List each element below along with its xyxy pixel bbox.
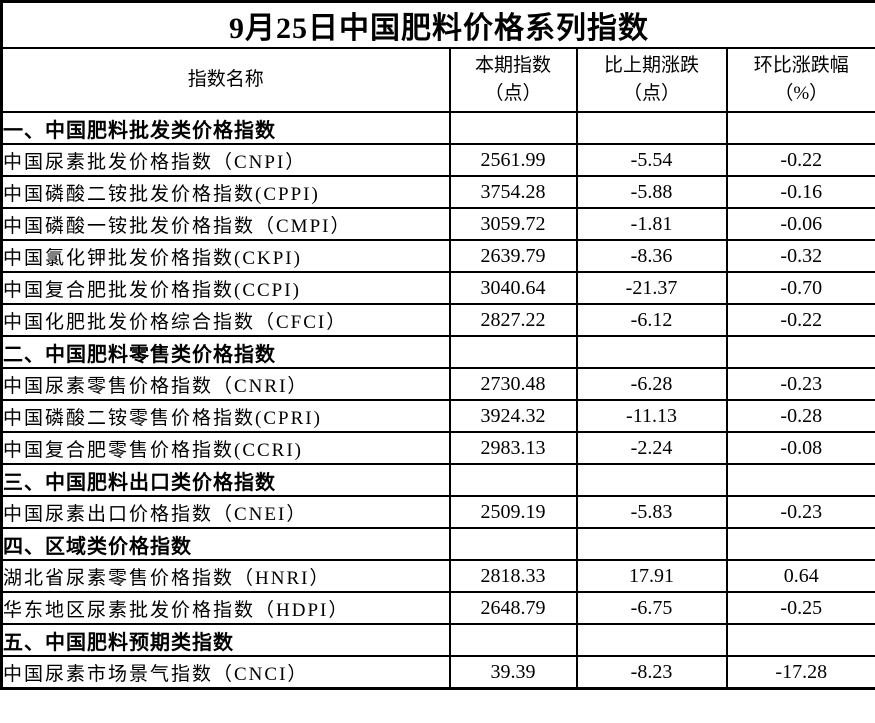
- change-points-value: -6.12: [575, 303, 728, 337]
- fertilizer-price-index-table: 9月25日中国肥料价格系列指数 指数名称 本期指数 （点） 比上期涨跌 （点） …: [0, 0, 875, 690]
- current-index-value: 3059.72: [448, 207, 578, 241]
- index-name: 中国磷酸二铵零售价格指数(CPRI): [0, 399, 451, 433]
- change-percent-value: [725, 623, 875, 657]
- current-index-value: 2983.13: [448, 431, 578, 465]
- current-index-value: 2648.79: [448, 591, 578, 625]
- table-row: 中国磷酸一铵批发价格指数（CMPI） 3059.72 -1.81 -0.06: [0, 207, 875, 241]
- table-row: 中国氯化钾批发价格指数(CKPI) 2639.79 -8.36 -0.32: [0, 239, 875, 273]
- change-points-value: [575, 623, 728, 657]
- current-index-value: 2730.48: [448, 367, 578, 401]
- change-percent-value: -0.22: [725, 303, 875, 337]
- current-index-value: [448, 527, 578, 561]
- change-points-value: [575, 463, 728, 497]
- section-label: 五、中国肥料预期类指数: [0, 623, 451, 657]
- index-name: 中国化肥批发价格综合指数（CFCI）: [0, 303, 451, 337]
- column-header-row: 指数名称 本期指数 （点） 比上期涨跌 （点） 环比涨跌幅 （%）: [0, 47, 875, 113]
- current-index-value: 3754.28: [448, 175, 578, 209]
- section-label: 二、中国肥料零售类价格指数: [0, 335, 451, 369]
- change-points-value: -1.81: [575, 207, 728, 241]
- index-name: 中国复合肥零售价格指数(CCRI): [0, 431, 451, 465]
- table-row: 中国尿素批发价格指数（CNPI） 2561.99 -5.54 -0.22: [0, 143, 875, 177]
- table-row: 中国尿素零售价格指数（CNRI） 2730.48 -6.28 -0.23: [0, 367, 875, 401]
- index-name: 中国复合肥批发价格指数(CCPI): [0, 271, 451, 305]
- change-points-value: -8.36: [575, 239, 728, 273]
- index-name: 中国氯化钾批发价格指数(CKPI): [0, 239, 451, 273]
- table-row: 中国尿素市场景气指数（CNCI） 39.39 -8.23 -17.28: [0, 655, 875, 690]
- change-points-value: [575, 111, 728, 145]
- change-points-value: -21.37: [575, 271, 728, 305]
- current-index-value: 3040.64: [448, 271, 578, 305]
- table-row: 中国磷酸二铵零售价格指数(CPRI) 3924.32 -11.13 -0.28: [0, 399, 875, 433]
- section-row: 四、区域类价格指数: [0, 527, 875, 561]
- section-row: 三、中国肥料出口类价格指数: [0, 463, 875, 497]
- column-header-current-index: 本期指数 （点）: [448, 47, 578, 113]
- index-name: 湖北省尿素零售价格指数（HNRI）: [0, 559, 451, 593]
- change-percent-value: 0.64: [725, 559, 875, 593]
- section-row: 五、中国肥料预期类指数: [0, 623, 875, 657]
- section-row: 二、中国肥料零售类价格指数: [0, 335, 875, 369]
- change-points-value: -8.23: [575, 655, 728, 690]
- index-name: 中国尿素出口价格指数（CNEI）: [0, 495, 451, 529]
- change-percent-value: -0.06: [725, 207, 875, 241]
- change-percent-value: -0.08: [725, 431, 875, 465]
- change-percent-value: -0.25: [725, 591, 875, 625]
- column-header-change-percent: 环比涨跌幅 （%）: [725, 47, 875, 113]
- change-percent-value: -0.70: [725, 271, 875, 305]
- current-index-value: [448, 111, 578, 145]
- index-name: 中国磷酸二铵批发价格指数(CPPI): [0, 175, 451, 209]
- index-name: 华东地区尿素批发价格指数（HDPI）: [0, 591, 451, 625]
- index-table-body: 一、中国肥料批发类价格指数 中国尿素批发价格指数（CNPI） 2561.99 -5.5…: [0, 111, 875, 690]
- change-percent-value: -0.23: [725, 367, 875, 401]
- current-index-value: 2639.79: [448, 239, 578, 273]
- change-percent-value: [725, 463, 875, 497]
- table-row: 中国复合肥批发价格指数(CCPI) 3040.64 -21.37 -0.70: [0, 271, 875, 305]
- change-points-value: -6.75: [575, 591, 728, 625]
- change-points-value: -5.83: [575, 495, 728, 529]
- index-name: 中国尿素批发价格指数（CNPI）: [0, 143, 451, 177]
- change-points-value: -6.28: [575, 367, 728, 401]
- change-points-value: 17.91: [575, 559, 728, 593]
- change-points-value: -11.13: [575, 399, 728, 433]
- change-percent-value: -0.23: [725, 495, 875, 529]
- change-points-value: [575, 527, 728, 561]
- change-points-value: -5.88: [575, 175, 728, 209]
- current-index-value: 2827.22: [448, 303, 578, 337]
- change-percent-value: [725, 335, 875, 369]
- index-name: 中国磷酸一铵批发价格指数（CMPI）: [0, 207, 451, 241]
- column-header-index-name: 指数名称: [0, 47, 451, 113]
- change-percent-value: [725, 111, 875, 145]
- section-row: 一、中国肥料批发类价格指数: [0, 111, 875, 145]
- current-index-value: 2561.99: [448, 143, 578, 177]
- change-percent-value: -17.28: [725, 655, 875, 690]
- change-percent-value: -0.16: [725, 175, 875, 209]
- table-row: 湖北省尿素零售价格指数（HNRI） 2818.33 17.91 0.64: [0, 559, 875, 593]
- current-index-value: 3924.32: [448, 399, 578, 433]
- change-points-value: -2.24: [575, 431, 728, 465]
- table-row: 中国磷酸二铵批发价格指数(CPPI) 3754.28 -5.88 -0.16: [0, 175, 875, 209]
- table-row: 中国化肥批发价格综合指数（CFCI） 2827.22 -6.12 -0.22: [0, 303, 875, 337]
- change-percent-value: [725, 527, 875, 561]
- current-index-value: 39.39: [448, 655, 578, 690]
- current-index-value: [448, 463, 578, 497]
- current-index-value: [448, 623, 578, 657]
- section-label: 一、中国肥料批发类价格指数: [0, 111, 451, 145]
- section-label: 三、中国肥料出口类价格指数: [0, 463, 451, 497]
- section-label: 四、区域类价格指数: [0, 527, 451, 561]
- column-header-change-points: 比上期涨跌 （点）: [575, 47, 728, 113]
- table-row: 中国尿素出口价格指数（CNEI） 2509.19 -5.83 -0.23: [0, 495, 875, 529]
- change-percent-value: -0.32: [725, 239, 875, 273]
- current-index-value: 2818.33: [448, 559, 578, 593]
- table-row: 华东地区尿素批发价格指数（HDPI） 2648.79 -6.75 -0.25: [0, 591, 875, 625]
- change-percent-value: -0.28: [725, 399, 875, 433]
- current-index-value: [448, 335, 578, 369]
- index-name: 中国尿素市场景气指数（CNCI）: [0, 655, 451, 690]
- change-points-value: [575, 335, 728, 369]
- change-points-value: -5.54: [575, 143, 728, 177]
- change-percent-value: -0.22: [725, 143, 875, 177]
- table-row: 中国复合肥零售价格指数(CCRI) 2983.13 -2.24 -0.08: [0, 431, 875, 465]
- page-title: 9月25日中国肥料价格系列指数: [0, 0, 875, 49]
- current-index-value: 2509.19: [448, 495, 578, 529]
- index-name: 中国尿素零售价格指数（CNRI）: [0, 367, 451, 401]
- title-row: 9月25日中国肥料价格系列指数: [0, 0, 875, 49]
